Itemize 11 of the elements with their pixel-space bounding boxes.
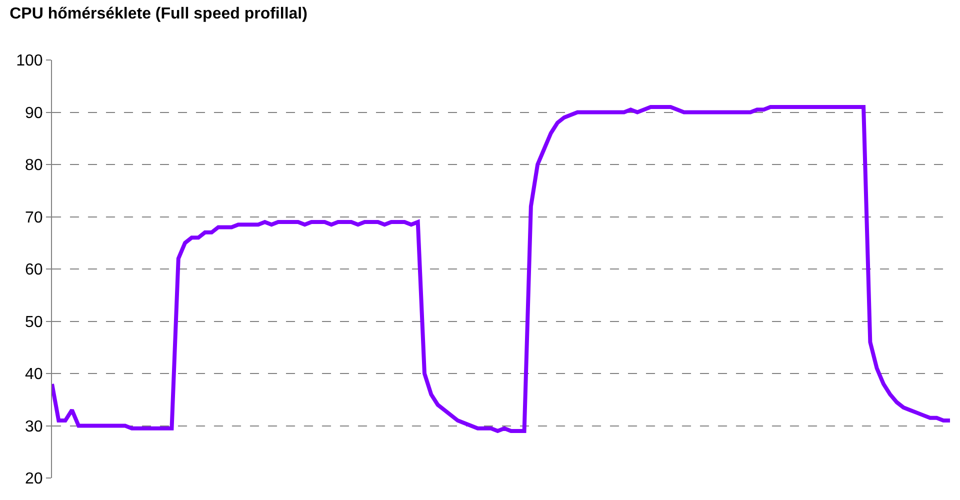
y-tick-label: 100 <box>16 52 43 70</box>
line-series <box>52 105 950 433</box>
y-tick-label: 60 <box>25 262 43 279</box>
y-tick-label: 50 <box>25 314 43 331</box>
y-tick-label: 70 <box>25 209 43 226</box>
y-tick-label: 40 <box>25 366 43 384</box>
chart-title: CPU hőmérséklete (Full speed profillal) <box>10 6 308 23</box>
y-tick-label: 80 <box>25 157 43 174</box>
y-tick-label: 30 <box>25 418 43 436</box>
y-tick-label: 20 <box>25 470 43 488</box>
y-tick-label: 90 <box>25 104 43 122</box>
